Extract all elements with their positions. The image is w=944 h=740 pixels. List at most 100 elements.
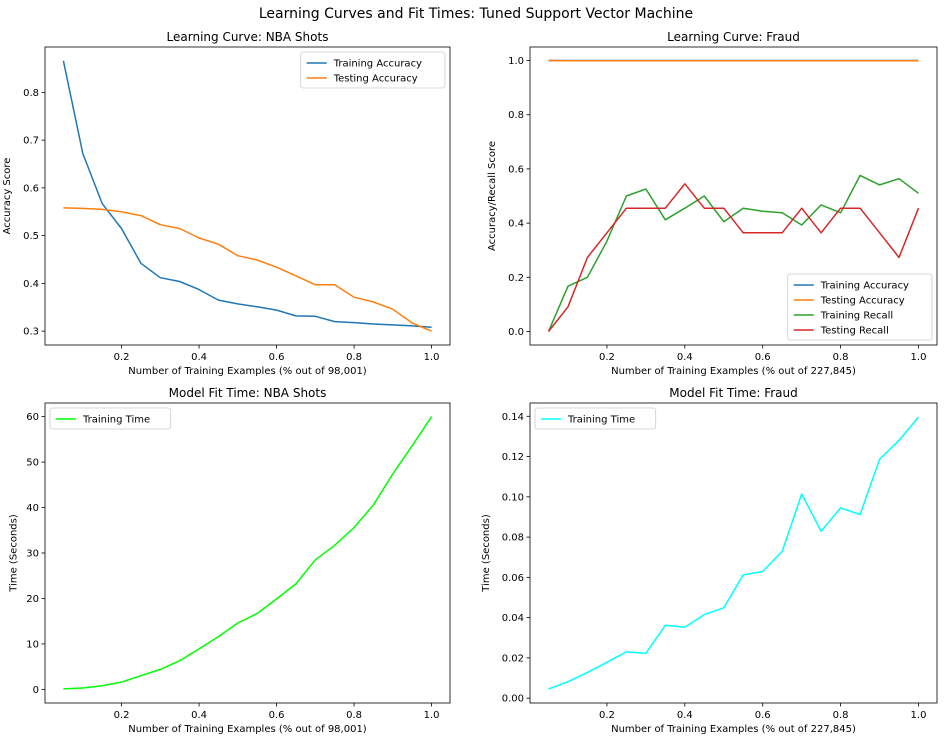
y-axis-label: Time (Seconds) [481, 514, 492, 593]
x-axis-label: Number of Training Examples (% out of 98… [128, 724, 367, 735]
x-tick-label: 0.4 [191, 352, 207, 363]
y-tick-label: 0.8 [23, 88, 39, 99]
chart-title: Learning Curve: NBA Shots [167, 30, 329, 44]
chart-title: Learning Curve: Fraud [667, 30, 800, 44]
legend-fraud-learning: Training Accuracy Testing Accuracy Trainin… [787, 273, 933, 341]
y-tick-label: 30 [26, 549, 39, 560]
x-tick-label: 0.8 [346, 352, 362, 363]
y-axis-label: Time (Seconds) [8, 514, 19, 593]
legend-box [300, 51, 446, 89]
y-tick-label: 0.7 [23, 136, 39, 147]
y-tick-label: 0.02 [502, 653, 524, 664]
y-tick-label: 40 [26, 503, 39, 514]
y-tick-label: 0.04 [502, 613, 524, 624]
x-tick-label: 0.2 [599, 352, 615, 363]
y-axis-ticks: 0.3 0.4 0.5 0.6 0.7 0.8 [23, 88, 45, 338]
legend-label-testing-accuracy: Testing Accuracy [820, 296, 905, 307]
y-tick-label: 0.06 [502, 573, 524, 584]
chart-title: Model Fit Time: NBA Shots [169, 386, 327, 400]
x-axis-ticks: 0.2 0.4 0.6 0.8 1.0 [114, 345, 440, 363]
y-tick-label: 0.00 [502, 694, 524, 705]
x-tick-label: 0.2 [114, 352, 130, 363]
chart-panel-nba-fit-time: Model Fit Time: NBA Shots 0.2 0.4 0.6 0.8 1.0… [8, 386, 451, 735]
y-axis-label: Accuracy Score [2, 158, 13, 235]
x-axis-label: Number of Training Examples (% out of 98… [128, 366, 367, 377]
y-tick-label: 50 [26, 458, 39, 469]
legend-box [787, 273, 933, 341]
legend-nba-accuracy: Training Accuracy Testing Accuracy [300, 51, 446, 89]
legend-fraud-fit-time: Training Time [534, 407, 657, 430]
figure-title: Learning Curves and Fit Times: Tuned Sup… [259, 6, 693, 22]
plot-frame [529, 46, 938, 346]
x-tick-label: 1.0 [424, 352, 440, 363]
x-tick-label: 0.6 [755, 710, 771, 721]
series-line-training-time [548, 416, 920, 690]
chart-panel-fraud-fit-time: Model Fit Time: Fraud 0.2 0.4 0.6 0.8 1.0 0.00… [481, 386, 938, 735]
y-axis-ticks: 0 10 20 30 40 50 60 [26, 412, 45, 696]
x-axis-ticks: 0.2 0.4 0.6 0.8 1.0 [599, 703, 926, 721]
legend-label-training-accuracy: Training Accuracy [820, 281, 909, 292]
y-axis-ticks: 0.00 0.02 0.04 0.06 0.08 0.10 0.12 0.14 [502, 412, 530, 705]
series-line-training-recall [547, 174, 919, 332]
x-tick-label: 0.4 [677, 352, 693, 363]
legend-label-testing-recall: Testing Recall [820, 326, 889, 337]
y-tick-label: 0.4 [23, 279, 39, 290]
y-tick-label: 0 [33, 685, 39, 696]
x-axis-label: Number of Training Examples (% out of 22… [611, 724, 856, 735]
legend-box [49, 407, 172, 430]
x-tick-label: 0.6 [269, 352, 285, 363]
series-line-testing-accuracy [63, 207, 432, 332]
x-tick-label: 0.2 [599, 710, 615, 721]
x-axis-label: Number of Training Examples (% out of 22… [611, 366, 856, 377]
legend-label-training-recall: Training Recall [820, 311, 893, 322]
series-lines [63, 416, 433, 690]
plot-frame [529, 402, 938, 704]
y-tick-label: 0.4 [508, 219, 524, 230]
series-lines [548, 416, 920, 690]
y-tick-label: 0.12 [502, 452, 524, 463]
x-tick-label: 0.2 [114, 710, 130, 721]
series-line-training-accuracy [62, 60, 432, 329]
x-axis-ticks: 0.2 0.4 0.6 0.8 1.0 [599, 345, 926, 363]
legend-nba-fit-time: Training Time [49, 407, 172, 430]
legend-label-training-accuracy: Training Accuracy [333, 59, 422, 70]
y-tick-label: 0.08 [502, 533, 524, 544]
y-tick-label: 20 [26, 594, 39, 605]
y-tick-label: 0.8 [508, 110, 524, 121]
x-tick-label: 0.8 [346, 710, 362, 721]
y-tick-label: 60 [26, 412, 39, 423]
y-tick-label: 0.6 [508, 164, 524, 175]
x-tick-label: 0.6 [755, 352, 771, 363]
y-tick-label: 1.0 [508, 56, 524, 67]
x-tick-label: 1.0 [911, 352, 927, 363]
y-axis-ticks: 0.0 0.2 0.4 0.6 0.8 1.0 [508, 56, 530, 338]
plot-frame [44, 46, 451, 346]
y-tick-label: 0.2 [508, 273, 524, 284]
y-tick-label: 0.6 [23, 183, 39, 194]
y-tick-label: 10 [26, 639, 39, 650]
x-tick-label: 1.0 [424, 710, 440, 721]
y-tick-label: 0.3 [23, 327, 39, 338]
y-tick-label: 0.5 [23, 231, 39, 242]
x-tick-label: 0.4 [677, 710, 693, 721]
y-axis-label: Accuracy/Recall Score [487, 141, 498, 251]
y-tick-label: 0.10 [502, 492, 524, 503]
x-tick-label: 0.8 [833, 352, 849, 363]
x-tick-label: 0.4 [191, 710, 207, 721]
legend-box [534, 407, 657, 430]
chart-panel-nba-accuracy: Learning Curve: NBA Shots 0.2 0.4 0.6 0.8 1.0… [2, 30, 451, 377]
series-lines [62, 60, 432, 332]
legend-label-training-time: Training Time [567, 415, 635, 426]
x-tick-label: 1.0 [911, 710, 927, 721]
legend-label-testing-accuracy: Testing Accuracy [333, 74, 418, 85]
x-tick-label: 0.6 [269, 710, 285, 721]
legend-label-training-time: Training Time [82, 415, 150, 426]
y-tick-label: 0.14 [502, 412, 524, 423]
x-tick-label: 0.8 [833, 710, 849, 721]
series-line-testing-recall [547, 183, 920, 332]
series-lines [547, 59, 920, 332]
y-tick-label: 0.0 [508, 327, 524, 338]
